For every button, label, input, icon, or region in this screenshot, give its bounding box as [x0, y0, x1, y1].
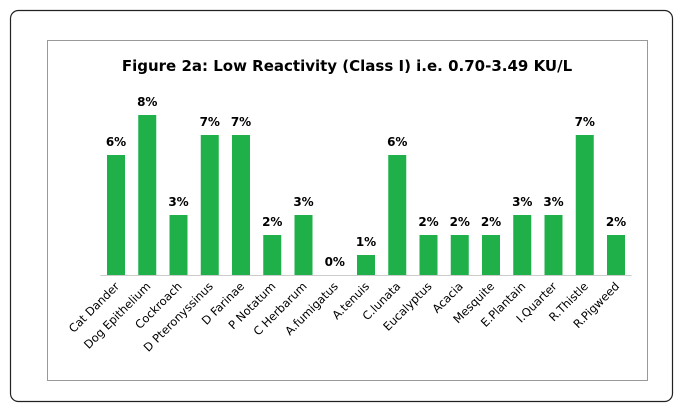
data-label: 6%: [387, 135, 407, 149]
data-label: 3%: [168, 195, 188, 209]
bar: [294, 215, 313, 275]
bar: [357, 255, 375, 275]
bar: [482, 235, 500, 275]
bar: [513, 215, 532, 275]
bar: [232, 135, 250, 275]
bar: [607, 235, 625, 275]
bar: [263, 235, 282, 275]
data-label: 0%: [325, 255, 345, 269]
data-label: 2%: [606, 215, 626, 229]
bar: [200, 135, 219, 275]
bar: [544, 215, 563, 275]
bar: [419, 235, 438, 275]
chart-frame: [47, 40, 648, 381]
data-label: 2%: [418, 215, 438, 229]
chart-title: Figure 2a: Low Reactivity (Class I) i.e.…: [122, 57, 573, 75]
data-label: 2%: [481, 215, 501, 229]
data-label: 1%: [356, 235, 376, 249]
bar: [107, 155, 125, 275]
bar: [450, 235, 469, 275]
bar: [169, 215, 188, 275]
data-label: 2%: [262, 215, 282, 229]
data-label: 3%: [293, 195, 313, 209]
data-label: 3%: [512, 195, 532, 209]
data-label: 7%: [200, 115, 220, 129]
data-label: 2%: [450, 215, 470, 229]
bar: [388, 155, 407, 275]
data-label: 7%: [575, 115, 595, 129]
data-label: 3%: [543, 195, 563, 209]
bar: [575, 135, 594, 275]
data-label: 7%: [231, 115, 251, 129]
data-label: 6%: [106, 135, 126, 149]
bar: [138, 115, 157, 275]
data-label: 8%: [137, 95, 157, 109]
